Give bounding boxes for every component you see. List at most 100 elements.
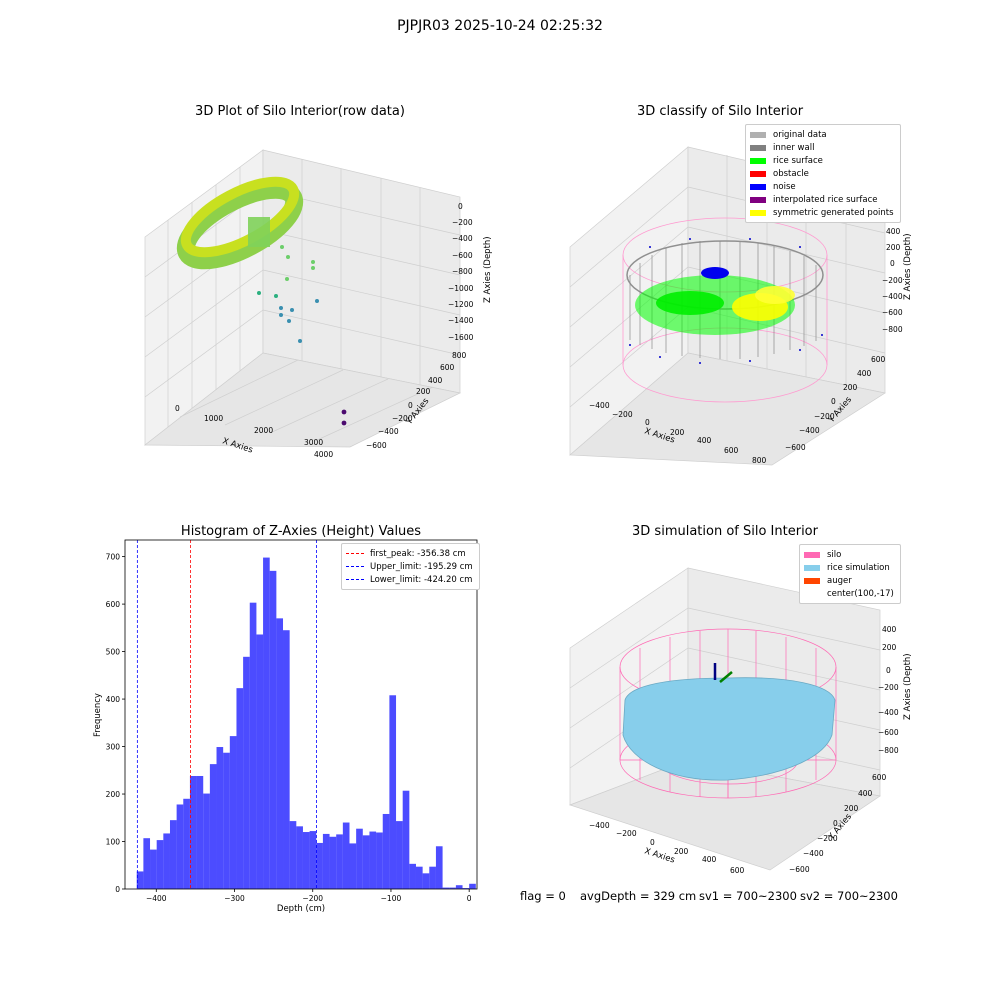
- legend-swatch-noise: [750, 183, 766, 190]
- raw-plot-title: 3D Plot of Silo Interior(row data): [195, 104, 405, 119]
- classify-y-tick: 0: [831, 397, 836, 406]
- histogram-bar: [196, 775, 204, 889]
- histogram-bar: [356, 828, 363, 889]
- sim-x-tick: −400: [589, 821, 610, 830]
- histogram-title: Histogram of Z-Axies (Height) Values: [180, 524, 422, 539]
- histogram-y-label: Frequency: [93, 693, 103, 737]
- histogram-bar: [342, 822, 350, 889]
- histogram-bar: [389, 695, 397, 889]
- raw-z-tick: −400: [452, 234, 473, 243]
- histogram-bar: [156, 840, 164, 889]
- histogram-bar: [435, 846, 443, 889]
- histogram-bar: [283, 630, 290, 889]
- legend-swatch-obstacle: [750, 170, 766, 177]
- legend-swatch-rice-surface: [750, 157, 766, 164]
- raw-x-tick: 0: [175, 404, 180, 413]
- histogram-y-tick-label: 500: [106, 648, 121, 657]
- sim-x-tick: 400: [702, 855, 717, 864]
- classify-z-tick: −400: [882, 292, 903, 301]
- histogram-bar: [415, 866, 423, 889]
- histogram-bar: [209, 764, 217, 889]
- raw-z-label: Z Axies (Depth): [483, 236, 493, 303]
- legend-swatch-inner-wall: [750, 144, 766, 151]
- sim-z-tick: −800: [878, 746, 899, 755]
- sim-y-tick: −200: [817, 834, 838, 843]
- legend-label: Upper_limit: -195.29 cm: [370, 561, 473, 572]
- histogram-bar: [429, 866, 436, 889]
- histogram-bar: [289, 821, 297, 889]
- sim-z-tick: −200: [878, 683, 899, 692]
- legend-label: silo: [827, 549, 842, 560]
- raw-y-tick: −400: [378, 427, 399, 436]
- raw-z-tick: −1600: [448, 333, 474, 342]
- histogram-bar: [302, 832, 310, 889]
- histogram-bar: [449, 887, 456, 889]
- raw-z-tick: −800: [452, 267, 473, 276]
- histogram-bar: [462, 888, 470, 889]
- classify-y-tick: 200: [843, 383, 858, 392]
- histogram-bar: [296, 826, 303, 889]
- histogram-bar: [309, 831, 317, 889]
- histogram-bar: [369, 831, 377, 889]
- histogram-axes-frame: [124, 539, 478, 890]
- histogram-bar: [223, 752, 230, 889]
- legend-label: obstacle: [773, 168, 809, 179]
- simulation-plot-title: 3D simulation of Silo Interior: [632, 524, 818, 539]
- histogram-bar: [402, 790, 410, 889]
- simulation-3d-plot: −400 −200 0 200 400 600 600 400 200 0 −2…: [568, 567, 913, 875]
- legend-line-first-peak: [346, 553, 364, 554]
- histogram-bar: [455, 885, 463, 889]
- histogram-bar: [143, 838, 151, 889]
- histogram-bar: [336, 834, 343, 889]
- histogram-bar: [216, 747, 224, 889]
- classify-y-tick: −600: [785, 443, 806, 452]
- legend-swatch-original-data: [750, 131, 766, 138]
- raw-x-tick: 3000: [304, 438, 323, 447]
- legend-label: rice simulation: [827, 562, 890, 573]
- classify-z-tick: 400: [886, 227, 901, 236]
- legend-label: interpolated rice surface: [773, 194, 878, 205]
- sim-z-tick: −600: [878, 728, 899, 737]
- histogram-bar: [136, 871, 144, 889]
- histogram-bar: [442, 887, 450, 889]
- legend-swatch-symmetric: [750, 209, 766, 216]
- histogram-x-tick-label: −100: [381, 894, 402, 903]
- sim-y-tick: 200: [844, 804, 859, 813]
- histogram-x-label: Depth (cm): [277, 904, 325, 914]
- histogram-y-tick-label: 300: [106, 743, 121, 752]
- sim-y-tick: 0: [833, 819, 838, 828]
- raw-z-tick: −1200: [448, 300, 474, 309]
- histogram-bar: [376, 832, 383, 889]
- classify-x-tick: −200: [612, 410, 633, 419]
- classify-3d-plot: −400 −200 0 200 400 600 800 600 400 200 …: [569, 146, 913, 466]
- classify-x-tick: 400: [697, 436, 712, 445]
- sim-x-tick: −200: [616, 829, 637, 838]
- histogram-bar: [349, 843, 357, 889]
- histogram-y-tick-label: 200: [106, 790, 121, 799]
- legend-label: original data: [773, 129, 827, 140]
- sim-x-tick: 600: [730, 866, 745, 875]
- legend-swatch-auger: [804, 577, 820, 584]
- legend-swatch-center: [804, 591, 820, 597]
- histogram-y-tick-label: 100: [106, 838, 121, 847]
- histogram-y-tick-label: 700: [106, 553, 121, 562]
- legend-label: rice surface: [773, 155, 823, 166]
- raw-x-tick: 2000: [254, 426, 273, 435]
- histogram-bar: [382, 813, 390, 889]
- raw-z-tick: −600: [452, 251, 473, 260]
- legend-label: Lower_limit: -424.20 cm: [370, 574, 473, 585]
- histogram-bar: [329, 836, 337, 889]
- legend-label: auger: [827, 575, 852, 586]
- raw-x-tick: 4000: [314, 450, 333, 459]
- legend-label: center(100,-17): [827, 588, 894, 599]
- legend-swatch-silo: [804, 551, 820, 558]
- raw-z-tick: −1400: [448, 316, 474, 325]
- histogram-bar: [189, 775, 197, 889]
- histogram-x-tick-label: −200: [302, 894, 323, 903]
- sim-z-tick: −400: [878, 708, 899, 717]
- sim-y-tick: −400: [803, 849, 824, 858]
- histogram-y-tick-label: 600: [106, 600, 121, 609]
- sim-y-tick: −600: [789, 865, 810, 874]
- raw-z-tick: −1000: [448, 284, 474, 293]
- histogram-x-tick-label: 0: [467, 894, 472, 903]
